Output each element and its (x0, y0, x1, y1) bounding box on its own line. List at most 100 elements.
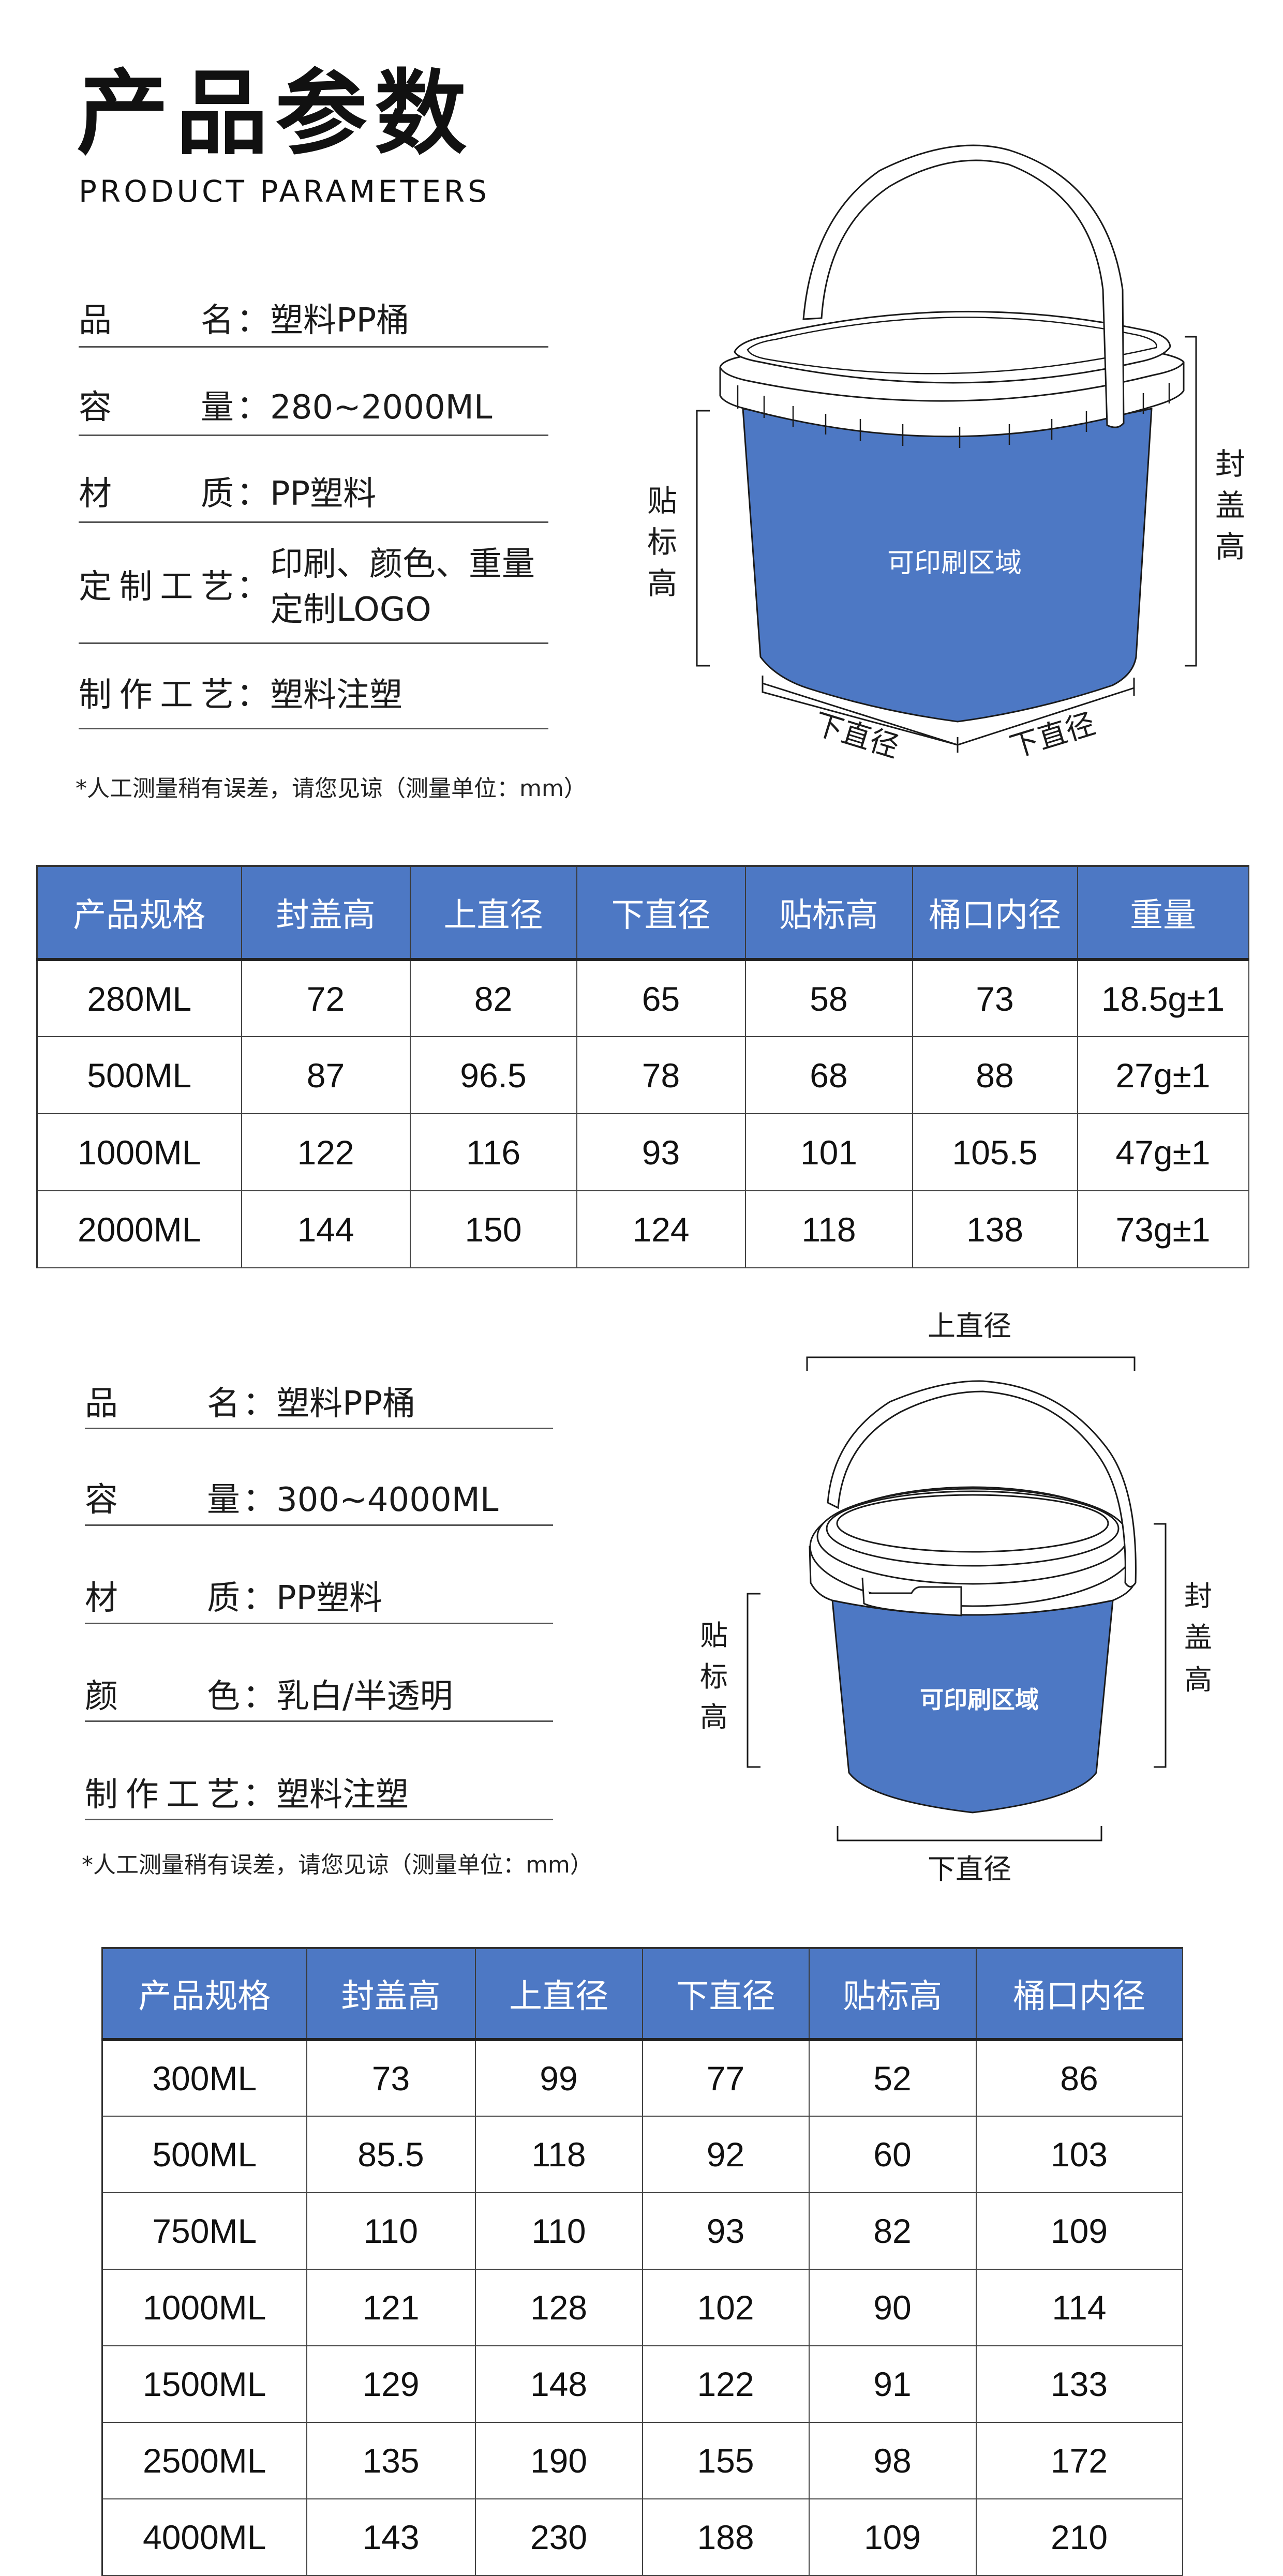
table-cell: 92 (642, 2116, 810, 2193)
divider (85, 1623, 553, 1624)
param-value: 塑料注塑 (276, 1776, 409, 1814)
param-row-capacity: 容量 ： 300~4000ML (85, 1479, 602, 1521)
param-colon: ： (243, 1481, 276, 1519)
page-subtitle: PRODUCT PARAMETERS (79, 174, 490, 209)
divider (79, 346, 548, 348)
table-cell: 190 (474, 2422, 643, 2499)
table-row: 1500ML 129 148 122 91 133 (101, 2345, 1183, 2423)
table-row: 2000ML 144 150 124 118 138 73g±1 (36, 1190, 1249, 1268)
round-bucket-diagram: 上直径 可印刷区域 贴 标 高 封 盖 高 下直径 (700, 1310, 1212, 1885)
column-header: 下直径 (642, 1947, 810, 2041)
param-colon: ： (236, 388, 270, 427)
table-cell: 230 (474, 2498, 643, 2576)
cap-height-bracket (1185, 336, 1197, 667)
table-cell: 4000ML (101, 2498, 307, 2576)
table-cell: 77 (642, 2039, 810, 2117)
table-cell: 114 (975, 2269, 1183, 2346)
param-colon: ： (243, 1678, 276, 1716)
table-cell: 47g±1 (1077, 1113, 1249, 1191)
table-cell: 143 (306, 2498, 476, 2576)
table-cell: 101 (744, 1113, 913, 1191)
table-cell: 85.5 (306, 2116, 476, 2193)
divider (85, 1524, 553, 1526)
param-colon: ： (236, 475, 270, 513)
param-label: 材质 (79, 475, 234, 513)
param-value: PP塑料 (276, 1579, 383, 1618)
bottom-diameter-label: 下直径 (810, 707, 903, 765)
table-cell: 78 (576, 1036, 746, 1114)
table-cell: 2500ML (101, 2422, 307, 2499)
table-cell: 73 (912, 959, 1078, 1037)
table-cell: 73g±1 (1077, 1190, 1249, 1268)
table-cell: 96.5 (409, 1036, 577, 1114)
table-header-row: 产品规格 封盖高 上直径 下直径 贴标高 桶口内径 重量 (36, 865, 1249, 961)
table-cell: 99 (474, 2039, 643, 2117)
top-diameter-bracket (806, 1356, 1136, 1371)
table-cell: 91 (808, 2345, 977, 2423)
table-row: 500ML 85.5 118 92 60 103 (101, 2116, 1183, 2193)
table-cell: 68 (744, 1036, 913, 1114)
param-value: 乳白/半透明 (276, 1678, 453, 1716)
table-cell: 82 (409, 959, 577, 1037)
param-colon: ： (243, 1776, 276, 1814)
param-row-process: 制作工艺 ： 塑料注塑 (85, 1774, 602, 1816)
table-cell: 73 (306, 2039, 476, 2117)
table-cell: 118 (744, 1190, 913, 1268)
bottom-diameter-label: 下直径 (1006, 707, 1099, 765)
param-colon: ： (236, 302, 270, 340)
label-height-char: 标 (647, 525, 677, 560)
param-label: 定制工艺 (79, 568, 234, 606)
table-row: 300ML 73 99 77 52 86 (101, 2039, 1183, 2117)
label-height-char: 高 (700, 1701, 728, 1733)
param-label: 制作工艺 (85, 1776, 240, 1814)
table-cell: 300ML (101, 2039, 307, 2117)
table-cell: 110 (306, 2192, 476, 2270)
table-cell: 1000ML (101, 2269, 307, 2346)
table-cell: 124 (576, 1190, 746, 1268)
param-value: 300~4000ML (276, 1481, 499, 1519)
table-cell: 105.5 (912, 1113, 1078, 1191)
column-header: 产品规格 (101, 1947, 307, 2041)
table-cell: 148 (474, 2345, 643, 2423)
param-label: 制作工艺 (79, 676, 234, 714)
table-cell: 2000ML (36, 1190, 242, 1268)
cap-height-char: 盖 (1184, 1621, 1212, 1654)
column-header: 产品规格 (36, 865, 242, 961)
bottom-diameter-label: 下直径 (928, 1853, 1011, 1885)
table-cell: 121 (306, 2269, 476, 2346)
table-cell: 500ML (101, 2116, 307, 2193)
table-cell: 109 (975, 2192, 1183, 2270)
table-cell: 116 (409, 1113, 577, 1191)
table-cell: 144 (241, 1190, 411, 1268)
print-area-label: 可印刷区域 (887, 548, 1022, 579)
spec-table-1: 产品规格 封盖高 上直径 下直径 贴标高 桶口内径 重量 280ML 72 82 65 58 73 18… (36, 865, 1249, 1268)
param-row-capacity: 容量 ： 280~2000ML (79, 387, 596, 428)
table-cell: 58 (744, 959, 913, 1037)
square-bucket-diagram: 贴 标 高 封 盖 高 可印刷区域 下直径 下直径 (647, 144, 1245, 765)
table-cell: 93 (642, 2192, 810, 2270)
table-cell: 210 (975, 2498, 1183, 2576)
table-header-row: 产品规格 封盖高 上直径 下直径 贴标高 桶口内径 (101, 1947, 1183, 2041)
table-cell: 52 (808, 2039, 977, 2117)
column-header: 封盖高 (241, 865, 411, 961)
divider (85, 1428, 553, 1429)
table-row: 750ML 110 110 93 82 109 (101, 2192, 1183, 2270)
param-row-material: 材质 ： PP塑料 (85, 1578, 602, 1619)
cap-height-char: 高 (1215, 529, 1245, 564)
param-value-line: 印刷、颜色、重量 (270, 545, 535, 583)
bucket-handle (827, 1380, 1137, 1587)
table-cell: 87 (241, 1036, 411, 1114)
divider (79, 642, 548, 644)
label-height-char: 高 (647, 566, 677, 601)
table-row: 280ML 72 82 65 58 73 18.5g±1 (36, 959, 1249, 1037)
label-height-char: 标 (700, 1660, 728, 1693)
column-header: 下直径 (576, 865, 746, 961)
divider (85, 1819, 553, 1820)
param-label: 材质 (85, 1579, 240, 1618)
measurement-note: *人工测量稍有误差，请您见谅（测量单位：mm） (76, 775, 587, 802)
table-cell: 109 (808, 2498, 977, 2576)
cap-height-bracket (1154, 1523, 1167, 1768)
lid-ribs (737, 383, 1170, 448)
table-cell: 188 (642, 2498, 810, 2576)
column-header: 上直径 (474, 1947, 643, 2041)
